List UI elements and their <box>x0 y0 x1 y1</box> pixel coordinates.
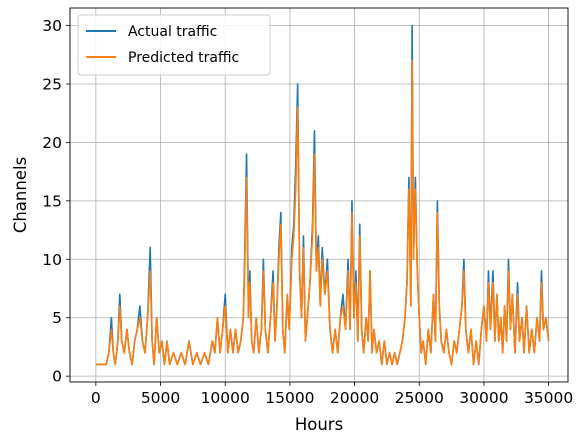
y-tick-label: 30 <box>42 17 62 35</box>
x-tick-label: 0 <box>91 389 101 407</box>
axis-ticks: 0 5000 10000 15000 20000 25000 30000 35000 0 5 10 1… <box>42 17 573 407</box>
y-tick-label: 20 <box>42 134 62 152</box>
plot-frame <box>69 7 569 383</box>
x-axis-label: Hours <box>295 415 343 434</box>
legend: Actual traffic Predicted traffic <box>77 14 271 76</box>
x-tick-label: 20000 <box>330 389 379 407</box>
legend-label: Actual traffic <box>128 24 217 40</box>
x-tick-label: 5000 <box>141 389 180 407</box>
y-tick-label: 25 <box>42 75 62 93</box>
x-tick-label: 15000 <box>265 389 314 407</box>
x-tick-label: 10000 <box>201 389 250 407</box>
y-axis-label: Channels <box>11 157 30 233</box>
y-tick-label: 15 <box>42 192 62 210</box>
legend-box <box>77 14 271 76</box>
x-tick-label: 35000 <box>524 389 573 407</box>
x-tick-label: 30000 <box>459 389 508 407</box>
series-line-predicted-traffic <box>95 59 550 366</box>
y-tick-label: 0 <box>52 368 62 386</box>
series-lines <box>95 24 550 366</box>
legend-label: Predicted traffic <box>128 50 239 66</box>
y-tick-label: 10 <box>42 251 62 269</box>
y-tick-label: 5 <box>52 309 62 327</box>
x-tick-label: 25000 <box>395 389 444 407</box>
